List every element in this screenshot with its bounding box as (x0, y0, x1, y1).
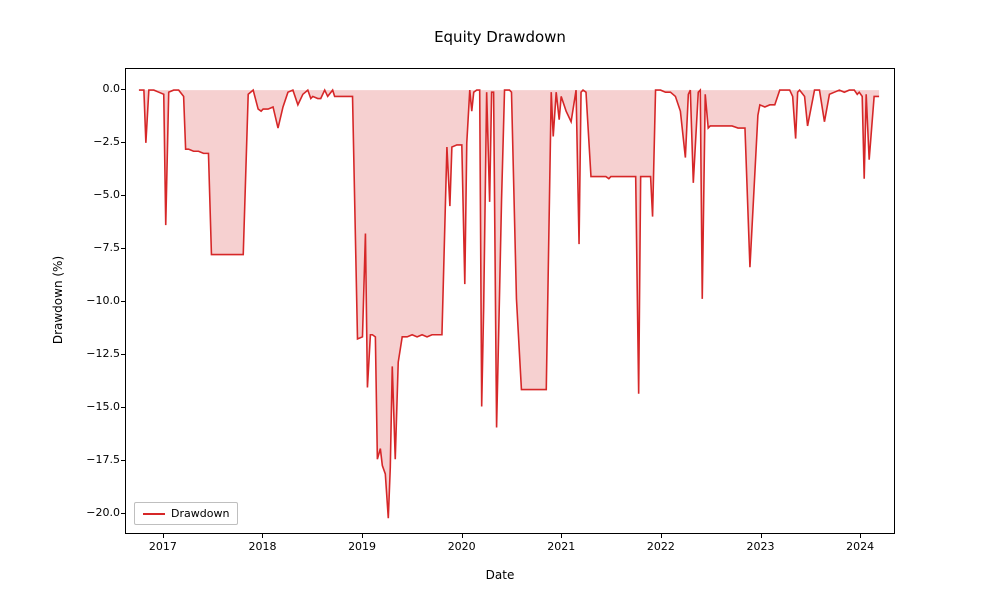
x-tick-label: 2019 (332, 540, 392, 553)
y-tickmark (121, 142, 125, 143)
x-tick-label: 2020 (432, 540, 492, 553)
x-tickmark (262, 534, 263, 538)
y-tickmark (121, 89, 125, 90)
y-tickmark (121, 354, 125, 355)
y-tickmark (121, 513, 125, 514)
x-tick-label: 2023 (731, 540, 791, 553)
y-tickmark (121, 407, 125, 408)
x-tick-label: 2017 (133, 540, 193, 553)
y-tickmark (121, 248, 125, 249)
x-tickmark (860, 534, 861, 538)
legend-label: Drawdown (171, 507, 229, 520)
legend: Drawdown (134, 502, 238, 525)
equity-drawdown-figure: Equity Drawdown Drawdown (%) Date Drawdo… (0, 0, 1000, 600)
y-tickmark (121, 195, 125, 196)
y-tick-label: −20.0 (50, 506, 120, 519)
x-tick-label: 2021 (531, 540, 591, 553)
x-tickmark (761, 534, 762, 538)
legend-line-swatch (143, 513, 165, 515)
chart-title: Equity Drawdown (0, 28, 1000, 46)
y-tickmark (121, 301, 125, 302)
x-tickmark (661, 534, 662, 538)
y-tickmark (121, 460, 125, 461)
y-tick-label: 0.0 (50, 82, 120, 95)
drawdown-line (139, 90, 879, 518)
x-tick-label: 2022 (631, 540, 691, 553)
y-tick-label: −5.0 (50, 188, 120, 201)
drawdown-fill (139, 90, 879, 518)
y-tick-label: −15.0 (50, 400, 120, 413)
y-tick-label: −2.5 (50, 135, 120, 148)
y-tick-label: −17.5 (50, 453, 120, 466)
plot-area (125, 68, 895, 534)
y-tick-label: −7.5 (50, 241, 120, 254)
x-axis-label: Date (0, 568, 1000, 582)
y-tick-label: −10.0 (50, 294, 120, 307)
drawdown-svg (126, 69, 894, 533)
x-tickmark (362, 534, 363, 538)
y-tick-label: −12.5 (50, 347, 120, 360)
x-tickmark (163, 534, 164, 538)
x-tick-label: 2024 (830, 540, 890, 553)
x-tickmark (462, 534, 463, 538)
x-tick-label: 2018 (232, 540, 292, 553)
x-tickmark (561, 534, 562, 538)
